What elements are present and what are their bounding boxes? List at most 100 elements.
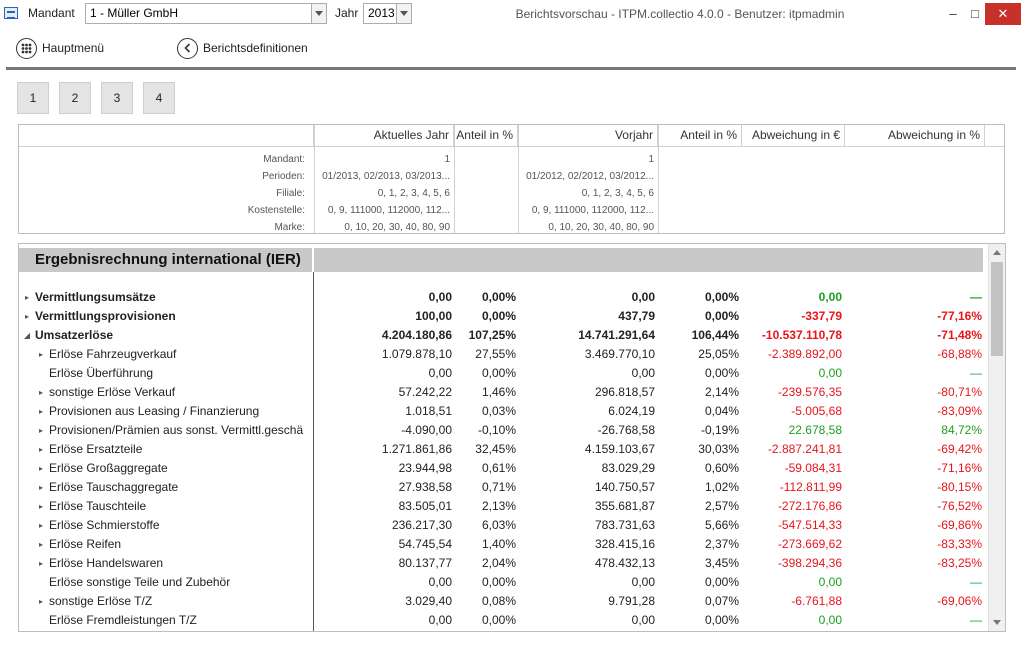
table-row[interactable]: ▸ Erlöse Tauschteile 83.505,01 2,13% 355.681… [19,497,987,516]
column-header-aktuelles-jahr[interactable]: Aktuelles Jahr [314,125,454,147]
scroll-down-icon[interactable] [989,614,1005,631]
table-row[interactable]: Erlöse Fremdleistungen T/Z 0,00 0,00% 0,00 0… [19,611,987,630]
column-header-anteil-vorjahr[interactable]: Anteil in % [658,125,742,147]
vertical-scrollbar[interactable] [988,244,1005,631]
value-aktuelles-jahr: 80.137,77 [398,556,452,570]
row-label: Erlöse Reifen [49,537,122,551]
label-column-divider [313,272,314,631]
table-row[interactable]: ▸ Erlöse Handelswaren 80.137,77 2,04% 478.43… [19,554,987,573]
close-button[interactable]: ✕ [985,3,1021,25]
value-aktuelles-jahr: 23.944,98 [398,461,452,475]
row-label: Vermittlungsumsätze [35,290,156,304]
column-header-abweichung-pct[interactable]: Abweichung in % [845,125,985,147]
back-arrow-icon [177,37,198,59]
report-header-grid: Aktuelles Jahr Anteil in % Vorjahr Antei… [18,124,1005,234]
value-vorjahr: 296.818,57 [594,385,655,399]
expand-triangle-icon[interactable]: ▸ [24,312,29,321]
row-label: Erlöse Überführung [49,366,154,380]
expand-triangle-icon[interactable]: ▸ [38,502,43,511]
expand-triangle-icon[interactable]: ▸ [24,293,29,302]
maximize-button[interactable]: □ [971,6,979,21]
column-header-vorjahr[interactable]: Vorjahr [518,125,658,147]
value-abweichung-pct: -83,09% [937,404,982,418]
page-button-2[interactable]: 2 [59,82,91,114]
scroll-up-icon[interactable] [989,244,1005,261]
app-icon [4,7,18,19]
expand-triangle-icon[interactable]: ▸ [38,445,43,454]
table-row[interactable]: ▸ sonstige Erlöse T/Z 3.029,40 0,08% 9.791,2… [19,592,987,611]
meta-value-current: 0, 10, 20, 30, 40, 80, 90 [344,222,450,233]
value-anteil: 0,00% [481,366,516,380]
berichtsdefinitionen-button[interactable]: Berichtsdefinitionen [177,36,308,60]
meta-key: Kostenstelle: [247,205,305,216]
value-anteil: 27,55% [475,347,516,361]
collapse-triangle-icon[interactable]: ◢ [23,331,31,340]
expand-triangle-icon[interactable]: ▸ [38,464,43,473]
value-abweichung-eur: -272.176,86 [777,499,842,513]
value-anteil: 0,00% [481,613,516,627]
report-grid: Ergebnisrechnung international (IER) ▸ Ve… [18,243,1006,632]
value-anteil: -0,10% [477,423,516,437]
table-row[interactable]: ▸ Erlöse Fahrzeugverkauf 1.079.878,10 27,55… [19,345,987,364]
table-row[interactable]: Erlöse Überführung 0,00 0,00% 0,00 0,00% 0,00… [19,364,987,383]
value-vorjahr: 9.791,28 [608,594,655,608]
table-row[interactable]: ▸ sonstige Erlöse Verkauf 57.242,22 1,46% 29… [19,383,987,402]
minimize-button[interactable]: – [949,6,957,21]
expand-triangle-icon[interactable]: ▸ [38,407,43,416]
header-meta-row: Marke: 0, 10, 20, 30, 40, 80, 90 0, 10, 20… [19,219,1004,236]
value-abweichung-pct: -83,33% [937,537,982,551]
mandant-select[interactable]: 1 - Müller GmbH [85,3,327,24]
value-vorjahr: 6.024,19 [608,404,655,418]
table-row[interactable]: ▸ Erlöse Schmierstoffe 236.217,30 6,03% 783.… [19,516,987,535]
mandant-label: Mandant [28,6,75,20]
value-abweichung-eur: 0,00 [818,575,842,589]
value-aktuelles-jahr: -4.090,00 [401,423,452,437]
column-divider [314,125,315,233]
value-abweichung-pct: 84,72% [941,423,982,437]
expand-triangle-icon[interactable]: ▸ [38,388,43,397]
chevron-down-icon[interactable] [311,4,326,23]
value-abweichung-eur: -5.005,68 [791,404,842,418]
column-header-anteil[interactable]: Anteil in % [454,125,518,147]
expand-triangle-icon[interactable]: ▸ [38,483,43,492]
table-row[interactable]: ▸ Vermittlungsumsätze 0,00 0,00% 0,00 0,00% 0,… [19,288,987,307]
expand-triangle-icon[interactable]: ▸ [38,350,43,359]
chevron-down-icon[interactable] [396,4,411,23]
jahr-select[interactable]: 2013 [363,3,412,24]
value-anteil-vorjahr: 30,03% [698,442,739,456]
table-row[interactable]: ▸ Erlöse Großaggregate 23.944,98 0,61% 83.02… [19,459,987,478]
value-vorjahr: 4.159.103,67 [584,442,655,456]
value-aktuelles-jahr: 0,00 [428,290,452,304]
value-vorjahr: 478.432,13 [594,556,655,570]
expand-triangle-icon[interactable]: ▸ [38,426,43,435]
hauptmenu-button[interactable]: Hauptmenü [16,36,104,60]
meta-value-previous: 0, 10, 20, 30, 40, 80, 90 [548,222,654,233]
column-header-abweichung-eur[interactable]: Abweichung in € [742,125,845,147]
value-anteil-vorjahr: 0,00% [704,575,739,589]
table-row[interactable]: ▸ Erlöse Reifen 54.745,54 1,40% 328.415,16 2,… [19,535,987,554]
value-anteil-vorjahr: 0,00% [704,366,739,380]
value-abweichung-pct: — [970,290,982,304]
report-title: Ergebnisrechnung international (IER) [35,251,301,268]
page-button-1[interactable]: 1 [17,82,49,114]
table-row[interactable]: ▸ Vermittlungsprovisionen 100,00 0,00% 437,7… [19,307,987,326]
row-label: Erlöse Handelswaren [49,556,164,570]
value-abweichung-eur: -59.084,31 [784,461,842,475]
expand-triangle-icon[interactable]: ▸ [38,540,43,549]
table-row[interactable]: Erlöse sonstige Teile und Zubehör 0,00 0,0… [19,573,987,592]
value-abweichung-pct: — [970,366,982,380]
value-vorjahr: 83.029,29 [601,461,655,475]
table-row[interactable]: ▸ Erlöse Tauschaggregate 27.938,58 0,71% 140… [19,478,987,497]
table-row[interactable]: ◢ Umsatzerlöse 4.204.180,86 107,25% 14.741.2… [19,326,987,345]
expand-triangle-icon[interactable]: ▸ [38,597,43,606]
table-row[interactable]: ▸ Erlöse Ersatzteile 1.271.861,86 32,45% 4.1… [19,440,987,459]
value-vorjahr: 328.415,16 [594,537,655,551]
value-aktuelles-jahr: 54.745,54 [398,537,452,551]
scroll-thumb[interactable] [991,262,1003,356]
table-row[interactable]: ▸ Provisionen/Prämien aus sonst. Vermittl… [19,421,987,440]
expand-triangle-icon[interactable]: ▸ [38,559,43,568]
table-row[interactable]: ▸ Provisionen aus Leasing / Finanzierung 1… [19,402,987,421]
page-button-4[interactable]: 4 [143,82,175,114]
page-button-3[interactable]: 3 [101,82,133,114]
expand-triangle-icon[interactable]: ▸ [38,521,43,530]
